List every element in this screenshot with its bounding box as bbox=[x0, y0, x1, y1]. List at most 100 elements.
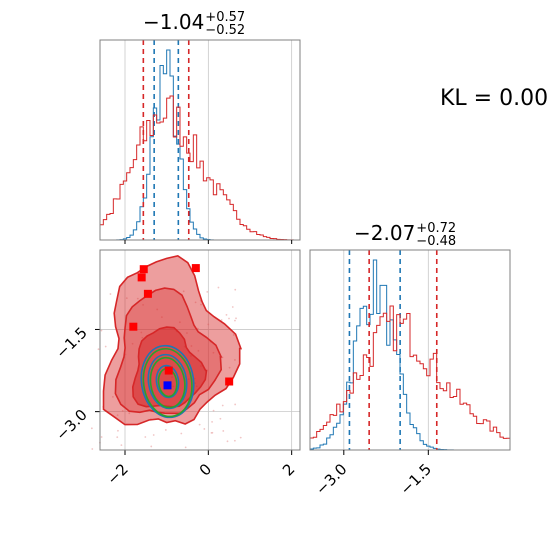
sample-point bbox=[90, 427, 93, 430]
sample-point bbox=[232, 334, 235, 336]
sample-point bbox=[234, 403, 237, 406]
kl-annotation: KL = 0.00 bbox=[440, 86, 549, 111]
x-tick-label: −1.5 bbox=[397, 460, 435, 498]
contour-line bbox=[140, 344, 195, 419]
sample-point bbox=[150, 445, 153, 448]
marker-square bbox=[139, 265, 148, 274]
sample-point bbox=[125, 297, 128, 299]
title-bottom-right: −2.07 +0.72 −0.48 bbox=[354, 221, 456, 248]
sample-point bbox=[180, 432, 183, 435]
sample-point bbox=[104, 345, 107, 348]
sample-point bbox=[97, 348, 100, 351]
x-tick-label: 2 bbox=[279, 460, 298, 479]
sample-point bbox=[220, 319, 223, 321]
sample-point bbox=[211, 431, 214, 434]
sample-point bbox=[231, 306, 234, 308]
sample-point bbox=[182, 290, 185, 293]
panel-bottom-left: −2 0 2 −1.5 −3.0 bbox=[52, 249, 301, 488]
sample-point bbox=[234, 359, 236, 361]
sample-point bbox=[136, 297, 139, 300]
x-tick-label: −2 bbox=[103, 460, 131, 488]
marker-square bbox=[129, 322, 138, 331]
sample-point bbox=[222, 430, 225, 432]
panel-bottom-right: −3.0 −1.5 bbox=[309, 249, 511, 499]
sample-point bbox=[206, 290, 209, 293]
marker-square bbox=[191, 264, 200, 273]
sample-point bbox=[200, 303, 202, 306]
sample-point bbox=[120, 444, 123, 447]
sample-point bbox=[234, 319, 236, 322]
marker-square bbox=[225, 377, 234, 386]
sample-point bbox=[100, 436, 103, 438]
sample-point bbox=[144, 436, 147, 438]
sample-point bbox=[184, 446, 187, 449]
sample-point bbox=[190, 345, 193, 347]
sample-point bbox=[197, 349, 200, 352]
sample-point bbox=[112, 395, 114, 398]
sample-point bbox=[228, 366, 231, 369]
sample-point bbox=[116, 414, 119, 417]
histogram-series bbox=[99, 95, 301, 241]
panel-frame bbox=[99, 249, 301, 451]
sample-point bbox=[160, 316, 163, 319]
contour-line bbox=[155, 364, 180, 399]
panel-frame bbox=[99, 39, 301, 241]
sample-point bbox=[217, 286, 220, 289]
title-value: −2.07 bbox=[354, 221, 416, 245]
contour-line bbox=[147, 353, 188, 410]
sample-point bbox=[128, 412, 131, 415]
sample-point bbox=[186, 332, 188, 334]
sample-point bbox=[91, 448, 94, 450]
sample-point bbox=[235, 317, 237, 320]
y-tick-label: −3.0 bbox=[52, 406, 90, 444]
panel-frame bbox=[309, 249, 511, 451]
sample-point bbox=[194, 301, 197, 304]
sample-point bbox=[225, 313, 228, 316]
marker-square bbox=[163, 381, 172, 390]
sample-point bbox=[164, 429, 167, 431]
sample-point bbox=[152, 434, 155, 436]
marker-square bbox=[143, 289, 152, 298]
sample-point bbox=[234, 288, 237, 291]
contour-line bbox=[142, 347, 193, 418]
sample-point bbox=[228, 317, 230, 320]
sample-point bbox=[116, 436, 119, 439]
sample-point bbox=[100, 329, 103, 332]
panel-top-left bbox=[99, 39, 301, 244]
sample-point bbox=[142, 304, 144, 306]
contour-line bbox=[149, 356, 186, 409]
title-minus: −0.52 bbox=[205, 22, 246, 38]
sample-point bbox=[219, 417, 222, 420]
sample-point bbox=[221, 404, 224, 407]
sample-point bbox=[207, 323, 210, 326]
sample-point bbox=[121, 409, 124, 412]
sample-point bbox=[109, 293, 112, 295]
title-plus: +0.72 bbox=[416, 220, 457, 236]
sample-point bbox=[212, 351, 215, 354]
sample-point bbox=[141, 336, 144, 339]
sample-point bbox=[211, 420, 213, 423]
sample-point bbox=[203, 428, 206, 430]
title-minus: −0.48 bbox=[416, 233, 457, 249]
title-top-left: −1.04 +0.57 −0.52 bbox=[143, 10, 245, 37]
sample-point bbox=[131, 342, 134, 345]
histogram-series bbox=[100, 49, 300, 241]
sample-point bbox=[226, 440, 229, 443]
sample-point bbox=[239, 436, 242, 439]
y-tick-label: −1.5 bbox=[52, 324, 90, 362]
sample-point bbox=[156, 308, 159, 311]
sample-point bbox=[198, 423, 201, 426]
sample-point bbox=[117, 429, 119, 432]
title-plus: +0.57 bbox=[205, 9, 246, 25]
marker-square bbox=[164, 366, 173, 375]
sample-point bbox=[212, 409, 215, 412]
marker-square bbox=[137, 273, 146, 282]
sample-point bbox=[140, 331, 143, 334]
x-tick-label: −3.0 bbox=[312, 460, 350, 498]
sample-point bbox=[178, 321, 181, 324]
sample-point bbox=[233, 439, 236, 442]
title-value: −1.04 bbox=[143, 10, 205, 34]
histogram-series bbox=[309, 305, 511, 450]
x-tick-label: 0 bbox=[196, 460, 215, 479]
